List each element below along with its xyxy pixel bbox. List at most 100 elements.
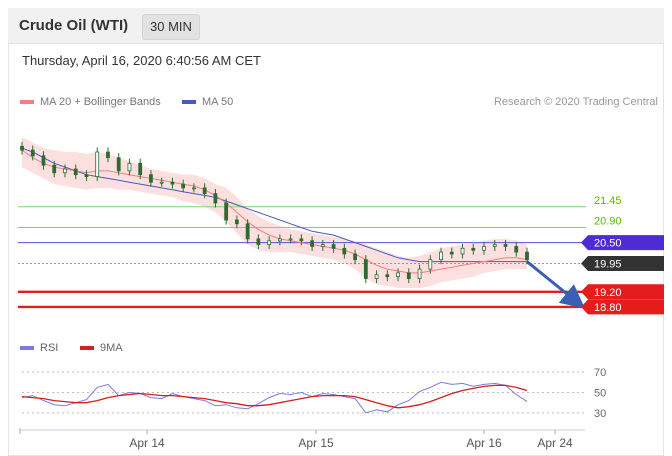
candle [525, 247, 529, 265]
candle-body [234, 219, 239, 225]
timeframe-badge[interactable]: 30 MIN [142, 14, 200, 40]
legend-rsi-ma: 9MA [80, 342, 123, 354]
bollinger-bands [22, 136, 527, 288]
rsi-label: RSI [40, 342, 59, 354]
level-tag-label: 20.90 [594, 216, 622, 228]
candle-body [342, 247, 347, 255]
x-tick-label: Apr 16 [466, 436, 502, 450]
level-tag-box [581, 299, 664, 315]
candle [245, 219, 250, 244]
candle [406, 268, 411, 284]
rsi-ma-label: 9MA [100, 342, 123, 354]
x-tick-label: Apr 24 [537, 436, 573, 450]
legend-rsi: RSI [20, 342, 58, 354]
ma50-label: MA 50 [202, 96, 234, 108]
candle-body [331, 244, 336, 249]
x-tick-label: Apr 15 [298, 436, 334, 450]
candle [310, 236, 315, 251]
legend-ma20: MA 20 + Bollinger Bands [20, 96, 161, 108]
candle [460, 243, 465, 259]
candle-body [460, 247, 465, 255]
candle-body [482, 246, 486, 251]
rsi-ma-swatch [80, 346, 94, 351]
level-tag-last: 19.95 [581, 255, 664, 271]
candle [342, 243, 347, 259]
level-tag-box [581, 255, 664, 271]
level-tag-label: 21.45 [594, 195, 622, 207]
candle [63, 164, 67, 178]
candle-body [514, 246, 519, 253]
candle-body [277, 238, 282, 242]
candle-body [503, 244, 508, 247]
candle-body [449, 251, 454, 255]
level-tag-label: 20.50 [594, 238, 622, 250]
candle-body [353, 253, 357, 261]
ma50-swatch [182, 100, 196, 105]
candle [52, 160, 57, 178]
candle [514, 241, 519, 257]
chart-header [8, 8, 664, 44]
candle-body [149, 174, 153, 183]
candle-body [116, 157, 121, 172]
candle-body [41, 155, 46, 166]
datetime-label: Thursday, April 16, 2020 6:40:56 AM CET [22, 53, 261, 68]
level-tag-resistance: 21.45 [594, 195, 622, 207]
rsi-swatch [20, 346, 34, 351]
candle [353, 249, 357, 265]
candle-body [299, 238, 304, 242]
candle [482, 241, 486, 255]
ma20-swatch [20, 100, 34, 105]
candle [299, 234, 304, 246]
candle-body [363, 259, 368, 279]
candle-body [84, 174, 89, 177]
candle-body [256, 238, 261, 245]
candle-body [127, 162, 132, 172]
candle [396, 268, 400, 282]
candle-body [406, 272, 411, 279]
candle [256, 234, 261, 250]
candle [106, 147, 110, 163]
ma20-label: MA 20 + Bollinger Bands [40, 96, 161, 108]
candle-body [138, 162, 143, 176]
rsi-tick-label: 70 [594, 367, 606, 379]
candle-body [385, 274, 390, 278]
candle [471, 243, 476, 255]
candle-body [213, 193, 218, 204]
candle-body [202, 187, 207, 194]
candle-body [492, 244, 497, 247]
candle [331, 240, 336, 253]
candle [149, 170, 153, 187]
level-tag-pivot: 20.50 [581, 235, 664, 251]
candle [30, 145, 35, 161]
ma50-line [21, 147, 527, 263]
candle-body [245, 223, 250, 240]
candle-body [170, 181, 175, 185]
candle-body [374, 274, 379, 279]
legend-ma50: MA 50 [182, 96, 233, 108]
candle-body [288, 238, 293, 241]
candle [213, 189, 218, 208]
level-tag-box [581, 235, 664, 251]
candle-body [439, 251, 443, 261]
candle-body [396, 272, 400, 278]
candle-body [52, 164, 57, 174]
rsi-line [21, 381, 528, 414]
candle [277, 234, 282, 246]
candle [41, 151, 46, 170]
candle [20, 141, 24, 155]
credit-label: Research © 2020 Trading Central [493, 96, 658, 108]
candle [385, 270, 390, 282]
candle [95, 147, 100, 182]
candle-body [192, 187, 196, 190]
candle-body [106, 151, 110, 159]
candle [127, 158, 132, 176]
candle-body [320, 244, 325, 247]
level-tag-box [581, 284, 664, 300]
candle [428, 255, 433, 274]
candle-body [73, 168, 78, 176]
candle-body [181, 183, 186, 189]
candle [181, 179, 186, 193]
x-tick-label: Apr 14 [129, 436, 165, 450]
level-tag-label: 19.20 [594, 287, 622, 299]
rsi-ma-line [21, 384, 528, 409]
